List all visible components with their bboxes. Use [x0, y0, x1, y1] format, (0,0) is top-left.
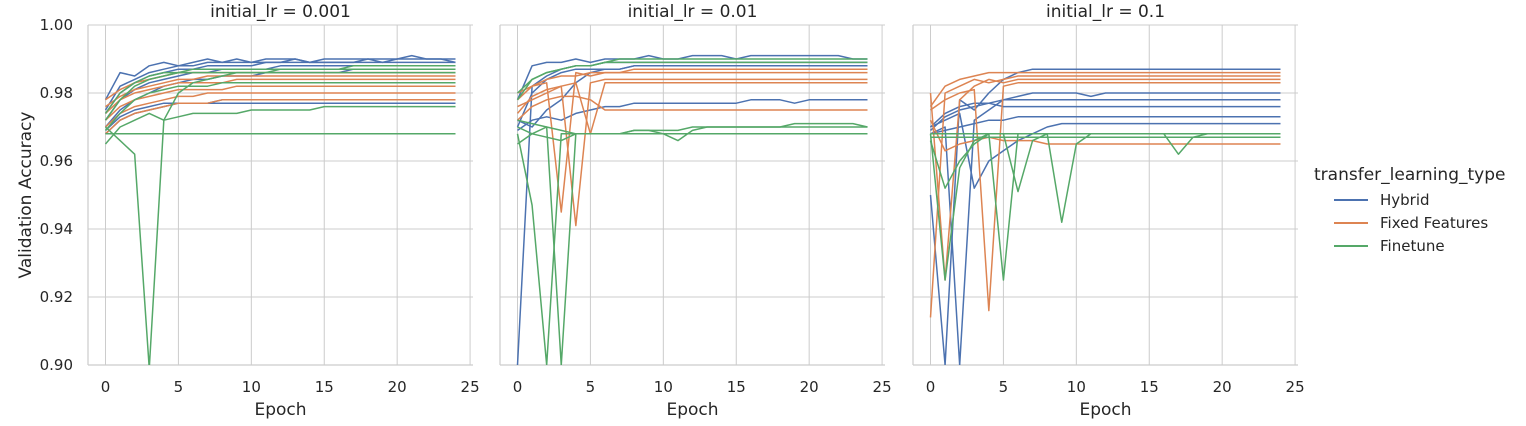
series-line-finetune	[104, 71, 456, 114]
x-tick-label: 10	[654, 378, 673, 396]
series-group	[104, 54, 456, 365]
y-axis-label: Validation Accuracy	[16, 112, 36, 279]
x-axis-label: Epoch	[254, 400, 306, 420]
series-line-hybrid	[516, 61, 868, 365]
x-tick-label: 15	[727, 378, 746, 396]
series-line-fixed-features	[930, 82, 1281, 312]
series-line-hybrid	[929, 68, 1281, 365]
x-tick-label: 25	[873, 378, 892, 396]
series-line-hybrid	[930, 92, 1281, 365]
panel-3: 0 5 10 15 20 25 Epoch initial_lr = 0.1	[912, 2, 1305, 420]
y-tick-label: 0.96	[40, 152, 73, 170]
series-line-finetune	[104, 68, 456, 365]
x-tick-label: 5	[999, 378, 1009, 396]
panel-title: initial_lr = 0.1	[1046, 2, 1165, 22]
series-line-fixed-features	[105, 75, 456, 108]
legend-label: Finetune	[1380, 237, 1445, 255]
y-tick-label: 0.90	[40, 356, 73, 374]
series-line-finetune	[517, 119, 868, 142]
x-tick-label: 25	[461, 378, 480, 396]
x-tick-label: 25	[1286, 378, 1305, 396]
panel-2: 0 5 10 15 20 25 Epoch initial_lr = 0.01	[499, 2, 892, 420]
panel-1: 0 5 10 15 20 25 0.90 0.92 0.94 0.96 0.98 1.00 Epoch i…	[40, 2, 480, 420]
y-tick-label: 0.94	[40, 220, 73, 238]
panel-title: initial_lr = 0.01	[628, 2, 758, 22]
series-line-hybrid	[929, 102, 1281, 128]
series-line-fixed-features	[104, 99, 456, 135]
series-line-fixed-features	[517, 71, 868, 213]
y-tick-label: 0.92	[40, 288, 73, 306]
series-line-fixed-features	[929, 78, 1281, 281]
y-tick-label: 1.00	[40, 16, 73, 34]
x-tick-label: 5	[174, 378, 184, 396]
panels: 0 5 10 15 20 25 0.90 0.92 0.94 0.96 0.98 1.00 Epoch i…	[40, 2, 1305, 420]
legend-label: Fixed Features	[1380, 214, 1488, 232]
series-group	[516, 54, 868, 365]
x-tick-label: 10	[1067, 378, 1086, 396]
series-line-hybrid	[929, 99, 1281, 131]
series-line-hybrid	[516, 65, 868, 128]
y-tick-label: 0.98	[40, 84, 73, 102]
legend-label: Hybrid	[1380, 191, 1430, 209]
series-line-finetune	[104, 82, 456, 131]
series-line-hybrid	[104, 102, 456, 131]
x-tick-label: 15	[1140, 378, 1159, 396]
series-line-finetune	[104, 65, 456, 121]
x-tick-label: 15	[315, 378, 334, 396]
series-line-fixed-features	[929, 75, 1281, 318]
x-tick-label: 10	[242, 378, 261, 396]
series-line-fixed-features	[516, 95, 868, 121]
legend-entries: Hybrid Fixed Features Finetune	[1334, 191, 1488, 255]
x-tick-label: 5	[586, 378, 596, 396]
legend-entry-hybrid: Hybrid	[1334, 191, 1430, 209]
series-line-fixed-features	[516, 68, 868, 101]
series-line-fixed-features	[929, 71, 1281, 108]
legend-title: transfer_learning_type	[1314, 165, 1505, 185]
x-axis-label: Epoch	[1079, 400, 1131, 420]
series-line-fixed-features	[104, 92, 456, 128]
series-group	[929, 68, 1281, 365]
series-line-finetune	[516, 61, 868, 94]
series-line-fixed-features	[516, 82, 868, 135]
legend-entry-finetune: Finetune	[1334, 237, 1445, 255]
x-tick-label: 20	[388, 378, 407, 396]
series-line-finetune	[929, 133, 1281, 281]
series-line-fixed-features	[104, 85, 456, 121]
series-line-finetune	[929, 133, 1281, 193]
series-line-fixed-features	[104, 78, 456, 114]
series-line-fixed-features	[517, 78, 868, 227]
x-tick-label: 20	[800, 378, 819, 396]
series-line-fixed-features	[929, 119, 1281, 152]
x-tick-label: 20	[1213, 378, 1232, 396]
panel-title: initial_lr = 0.001	[210, 2, 351, 22]
legend-entry-fixed-features: Fixed Features	[1334, 214, 1488, 232]
series-line-hybrid	[930, 116, 1281, 135]
series-line-hybrid	[930, 112, 1281, 189]
series-line-hybrid	[516, 54, 868, 101]
x-axis-label: Epoch	[666, 400, 718, 420]
legend: transfer_learning_type Hybrid Fixed Featu…	[1314, 165, 1505, 255]
x-tick-label: 0	[101, 378, 111, 396]
x-tick-label: 0	[926, 378, 936, 396]
series-line-hybrid	[517, 99, 868, 132]
x-tick-label: 0	[513, 378, 523, 396]
series-line-finetune	[104, 105, 456, 145]
